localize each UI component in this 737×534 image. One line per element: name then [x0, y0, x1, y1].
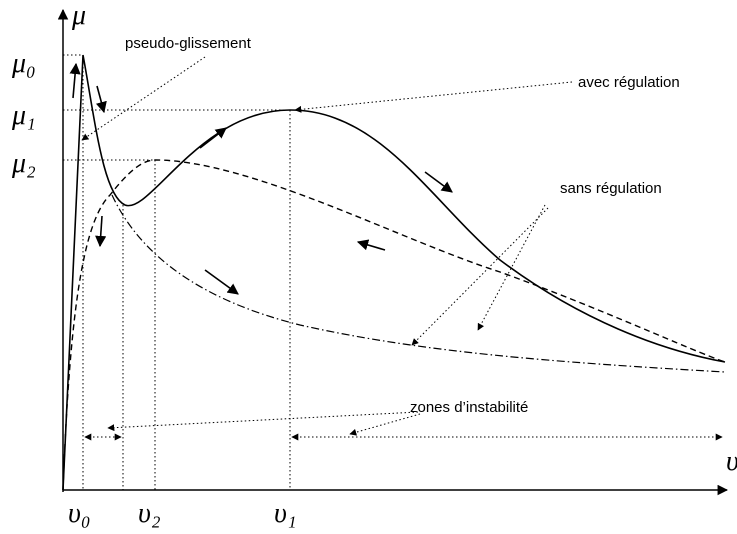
annotation: zones d’instabilité [410, 399, 528, 416]
y-label: μ₀ [11, 48, 36, 79]
curve-dashed [62, 159, 726, 491]
y-label: μ₁ [11, 100, 36, 131]
y-axis-label: μ [71, 0, 86, 31]
x-axis-label: υ [726, 446, 737, 477]
x-label: υ₁ [274, 498, 297, 529]
annotation: sans régulation [560, 180, 662, 197]
curve-sans-regulation [111, 194, 726, 373]
x-label: υ₂ [138, 498, 161, 529]
x-label: υ₀ [68, 498, 91, 529]
annotation: pseudo-glissement [125, 35, 252, 52]
y-label: μ₂ [11, 148, 36, 179]
direction-arrows [69, 62, 453, 295]
guides [63, 54, 291, 490]
leaders [81, 56, 573, 436]
annotation: avec régulation [578, 74, 680, 91]
